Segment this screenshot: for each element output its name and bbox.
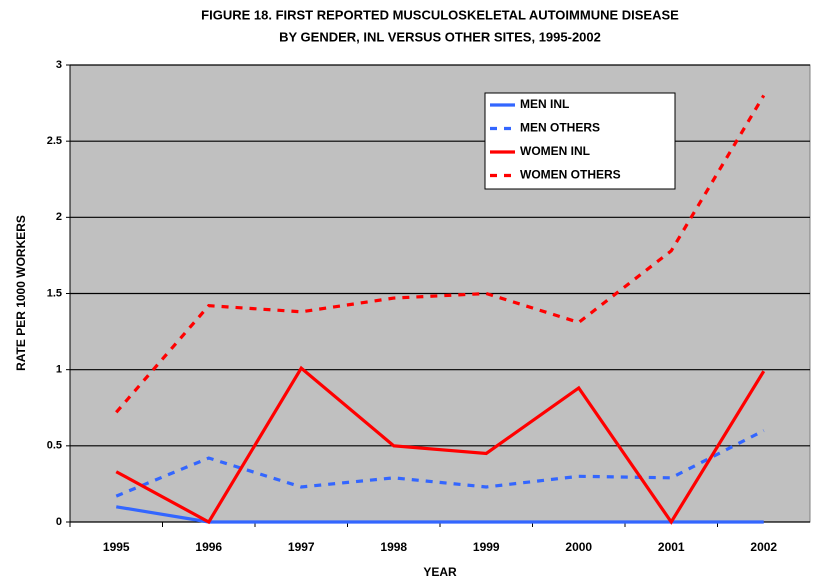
series-line — [115, 429, 765, 498]
x-tick-label: 1998 — [380, 540, 407, 554]
chart-title: BY GENDER, INL VERSUS OTHER SITES, 1995-… — [279, 29, 601, 44]
series-line — [115, 365, 766, 525]
y-tick-label: 2 — [56, 211, 62, 223]
x-tick-label: 2001 — [658, 540, 685, 554]
y-tick-label: 1.5 — [47, 287, 62, 299]
series-line — [115, 94, 766, 414]
x-tick-label: 1995 — [103, 540, 130, 554]
x-tick-label: 2000 — [565, 540, 592, 554]
y-tick-label: 2.5 — [47, 135, 62, 147]
x-tick-label: 1997 — [288, 540, 315, 554]
x-tick-label: 1999 — [473, 540, 500, 554]
y-axis-label: RATE PER 1000 WORKERS — [14, 215, 28, 371]
legend-box — [484, 92, 676, 190]
legend-label: MEN INL — [520, 97, 569, 111]
y-tick-label: 3 — [56, 59, 62, 71]
y-tick-label: 0.5 — [47, 440, 62, 452]
y-tick-label: 0 — [56, 516, 62, 528]
legend-label: WOMEN OTHERS — [520, 168, 621, 182]
x-tick-label: 1996 — [195, 540, 222, 554]
legend-label: WOMEN INL — [520, 144, 590, 158]
legend-label: MEN OTHERS — [520, 121, 600, 135]
series-line — [115, 505, 764, 524]
x-tick-label: 2002 — [750, 540, 777, 554]
y-tick-label: 1 — [56, 364, 62, 376]
x-axis-label: YEAR — [423, 565, 457, 579]
chart-title: FIGURE 18. FIRST REPORTED MUSCULOSKELETA… — [201, 7, 679, 22]
